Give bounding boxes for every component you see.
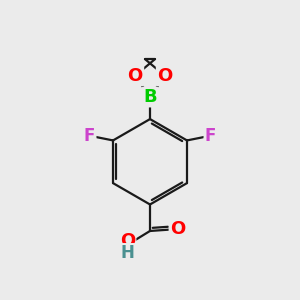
Text: F: F xyxy=(84,127,95,145)
Text: O: O xyxy=(170,220,185,238)
Text: O: O xyxy=(128,67,143,85)
Text: H: H xyxy=(120,244,134,262)
Text: O: O xyxy=(120,232,135,250)
Text: F: F xyxy=(205,127,216,145)
Text: O: O xyxy=(157,67,172,85)
Text: B: B xyxy=(143,88,157,106)
